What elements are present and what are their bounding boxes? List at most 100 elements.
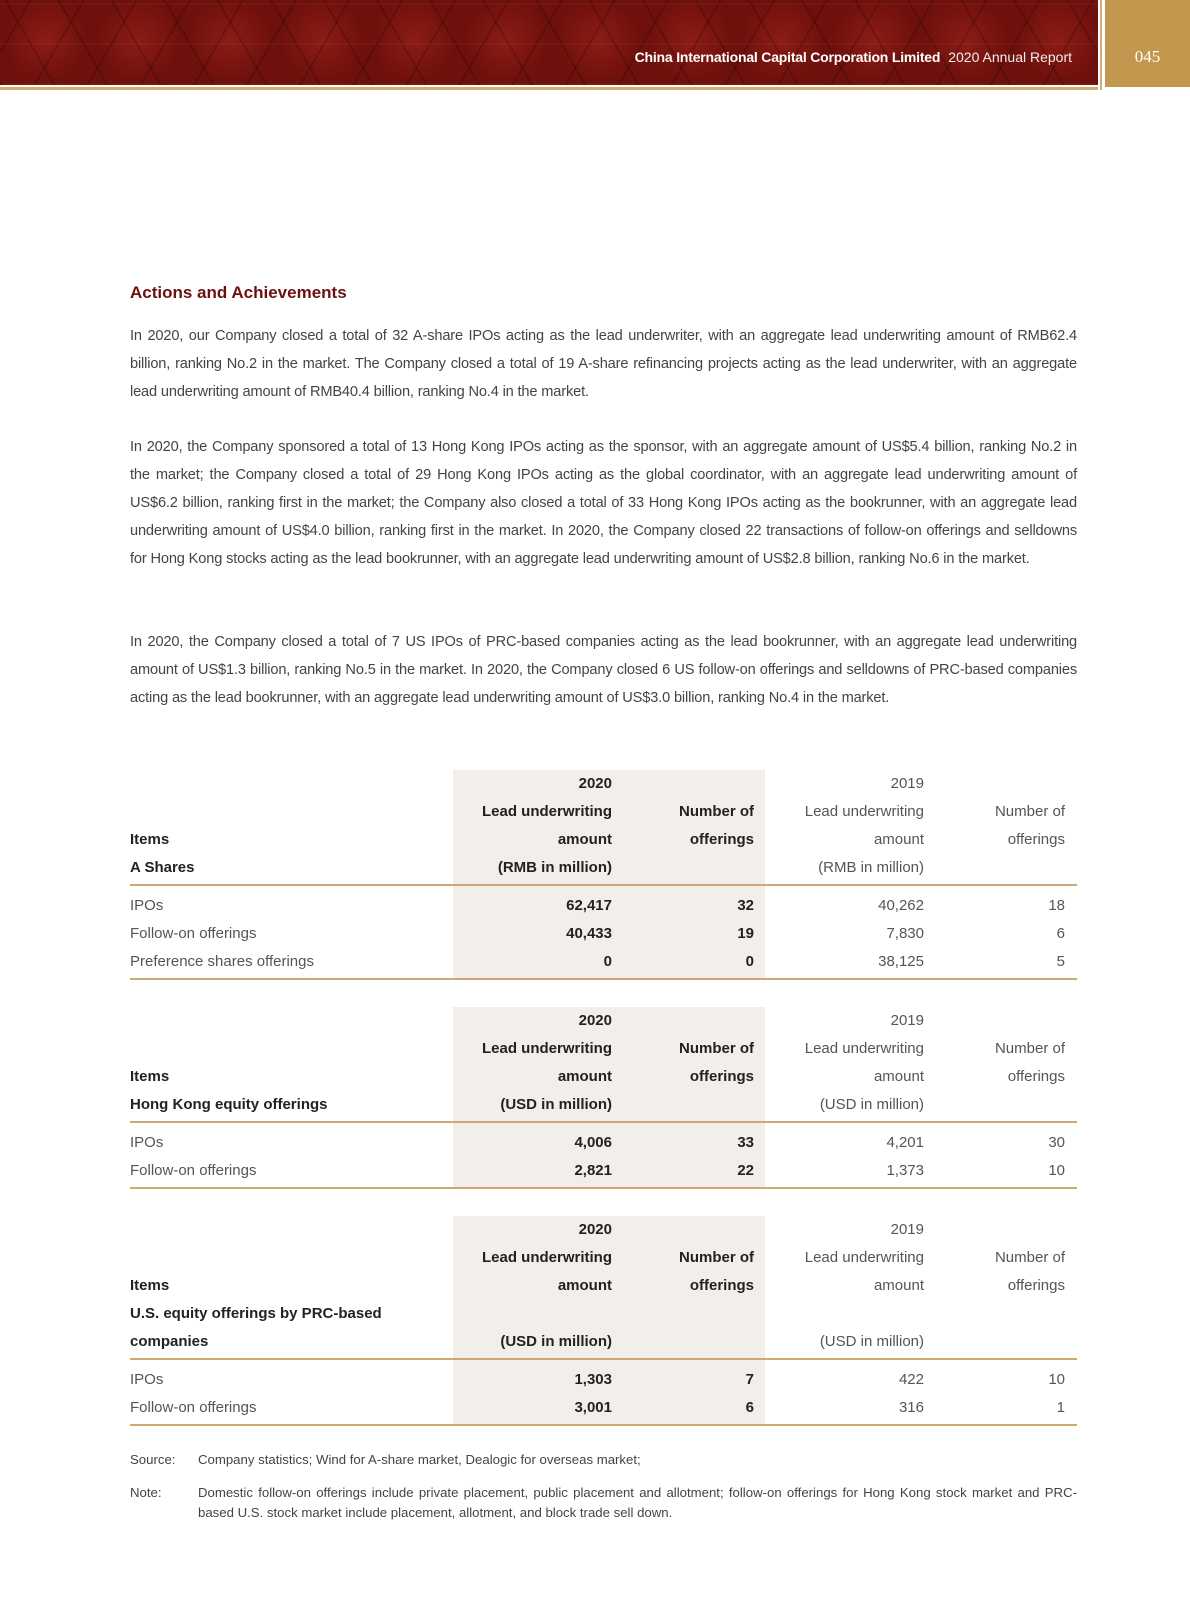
cell-item: Follow-on offerings (130, 925, 257, 942)
header-amount-2020: Lead underwriting (481, 803, 612, 820)
header-count-2020: offerings (689, 1277, 754, 1294)
section-title: Actions and Achievements (130, 283, 347, 302)
cell-count-2020: 22 (737, 1162, 754, 1179)
cell-count-2020: 32 (737, 897, 754, 914)
cell-amount-2020: 0 (603, 953, 612, 970)
header-rule (130, 1121, 1077, 1123)
table-a-shares: 2020 2019 Lead underwriting Number of Lead u… (130, 770, 1077, 980)
note-label: Note: (130, 1485, 162, 1500)
table-hong-kong-equity: 2020 2019 Lead underwriting Number of Lead u… (130, 1007, 1077, 1189)
cell-amount-2020: 3,001 (574, 1399, 612, 1416)
cell-count-2019: 6 (1056, 925, 1065, 942)
page-number: 045 (1134, 47, 1161, 66)
cell-count-2020: 7 (745, 1371, 754, 1388)
source-label: Source: (130, 1452, 176, 1467)
header-amount-2020: amount (557, 1277, 612, 1294)
table-bottom-rule (130, 978, 1077, 980)
cell-count-2020: 6 (745, 1399, 754, 1416)
header-separator (1100, 0, 1102, 90)
cell-count-2019: 10 (1048, 1162, 1065, 1179)
header-divider (0, 87, 1098, 90)
paragraph-hong-kong: In 2020, the Company sponsored a total o… (130, 439, 1077, 567)
header-amount-2020: Lead underwriting (481, 1040, 612, 1057)
cell-count-2019: 10 (1048, 1371, 1065, 1388)
header-amount-2019: amount (873, 1068, 924, 1085)
cell-item: Follow-on offerings (130, 1162, 257, 1179)
header-item: Items (130, 1068, 170, 1085)
table-header-row: Lead underwriting Number of Lead underwrit… (130, 798, 1077, 826)
table-bottom-rule (130, 1187, 1077, 1189)
table-bottom-rule (130, 1424, 1077, 1426)
header-amount-2020: amount (557, 1068, 612, 1085)
page-number-box: 045 (1105, 0, 1190, 87)
header-item: U.S. equity offerings by PRC-based (130, 1305, 382, 1322)
header-count-2019: Number of (994, 1249, 1065, 1266)
header-count-2019: Number of (994, 1040, 1065, 1057)
highlight-2020-column (453, 1216, 765, 1426)
header-amount-2019: Lead underwriting (804, 1040, 924, 1057)
header-count-2019: Number of (994, 803, 1065, 820)
cell-amount-2019: 1,373 (886, 1162, 924, 1179)
table-header-row: Items amount offerings amount offerings (130, 826, 1077, 854)
table-header-row: Lead underwriting Number of Lead underwrit… (130, 1035, 1077, 1063)
cell-amount-2019: 40,262 (878, 897, 924, 914)
cell-amount-2019: 316 (898, 1399, 924, 1416)
cell-count-2020: 33 (737, 1134, 754, 1151)
cell-count-2019: 18 (1048, 897, 1065, 914)
source-text: Company statistics; Wind for A-share mar… (198, 1452, 641, 1467)
table-row: Follow-on offerings 40,433 19 7,830 6 (130, 920, 1077, 948)
header-count-2019: offerings (1007, 1068, 1065, 1085)
header-count-2020: Number of (679, 1249, 754, 1266)
report-title: 2020 Annual Report (948, 49, 1072, 65)
header-item: Items (130, 831, 170, 848)
header-amount-2020: (USD in million) (500, 1096, 612, 1113)
cell-amount-2019: 4,201 (886, 1134, 924, 1151)
header-amount-2020: 2020 (578, 775, 612, 792)
header-count-2020: offerings (689, 831, 754, 848)
table-header-row: companies (USD in million) (USD in million… (130, 1328, 1077, 1356)
header-amount-2019: Lead underwriting (804, 803, 924, 820)
header-amount-2020: Lead underwriting (481, 1249, 612, 1266)
cell-count-2020: 0 (745, 953, 754, 970)
table-header-row: 2020 2019 (130, 1007, 1077, 1035)
paragraph-us: In 2020, the Company closed a total of 7… (130, 634, 1077, 706)
cell-amount-2020: 2,821 (574, 1162, 612, 1179)
table-header-row: 2020 2019 (130, 1216, 1077, 1244)
header-amount-2019: amount (873, 831, 924, 848)
table-row: Preference shares offerings 0 0 38,125 5 (130, 948, 1077, 976)
table-header-row: 2020 2019 (130, 770, 1077, 798)
header-item: Hong Kong equity offerings (130, 1096, 328, 1113)
table-row: Follow-on offerings 2,821 22 1,373 10 (130, 1157, 1077, 1185)
paragraph-a-shares: In 2020, our Company closed a total of 3… (130, 328, 1077, 400)
cell-count-2019: 5 (1056, 953, 1065, 970)
header-count-2020: offerings (689, 1068, 754, 1085)
table-header-row: Items amount offerings amount offerings (130, 1063, 1077, 1091)
header-amount-2020: amount (557, 831, 612, 848)
cell-amount-2019: 38,125 (878, 953, 924, 970)
cell-item: Preference shares offerings (130, 953, 314, 970)
header-amount-2019: 2019 (890, 1012, 924, 1029)
table-header-row: Hong Kong equity offerings (USD in millio… (130, 1091, 1077, 1119)
table-us-equity-prc: 2020 2019 Lead underwriting Number of Lead u… (130, 1216, 1077, 1426)
cell-item: Follow-on offerings (130, 1399, 257, 1416)
cell-amount-2019: 422 (898, 1371, 924, 1388)
cell-count-2019: 30 (1048, 1134, 1065, 1151)
header-count-2019: offerings (1007, 1277, 1065, 1294)
cell-amount-2020: 4,006 (574, 1134, 612, 1151)
table-header-row: Lead underwriting Number of Lead underwrit… (130, 1244, 1077, 1272)
source-footnote: Source: Company statistics; Wind for A-s… (130, 1450, 1077, 1470)
cell-amount-2020: 62,417 (566, 897, 612, 914)
header-count-2019: offerings (1007, 831, 1065, 848)
highlight-2020-column (453, 770, 765, 980)
header-amount-2020: 2020 (578, 1012, 612, 1029)
running-header: China International Capital Corporation … (635, 49, 1072, 65)
header-item: A Shares (130, 859, 195, 876)
header-item: Items (130, 1277, 170, 1294)
header-rule (130, 1358, 1077, 1360)
table-header-row: U.S. equity offerings by PRC-based (130, 1300, 1077, 1328)
header-rule (130, 884, 1077, 886)
cell-item: IPOs (130, 897, 164, 914)
cell-count-2020: 19 (737, 925, 754, 942)
cell-item: IPOs (130, 1371, 164, 1388)
header-amount-2019: 2019 (890, 775, 924, 792)
